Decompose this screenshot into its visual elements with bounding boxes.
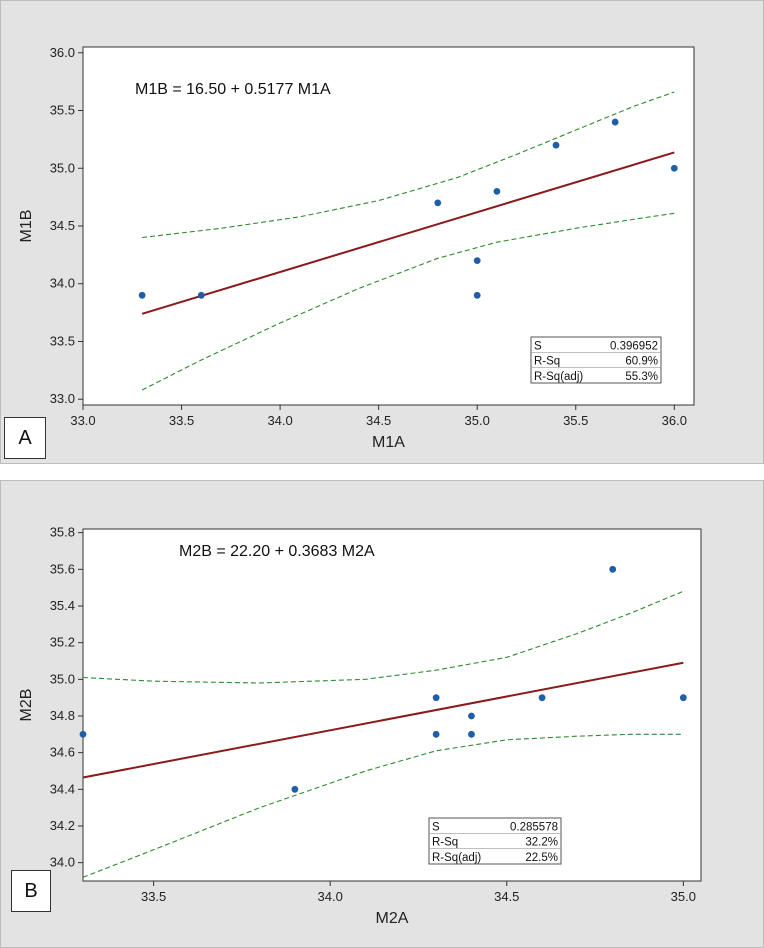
y-tick-label: 34.6 <box>50 745 75 760</box>
stats-label: R-Sq <box>534 356 560 368</box>
data-point <box>432 730 440 738</box>
fit-line <box>82 661 684 779</box>
data-point <box>434 199 442 207</box>
data-point <box>197 291 205 299</box>
chart-panel-b: 33.5 34.0 34.5 35.0 34.0 34.2 34.4 34.6 34.8 35.0… <box>0 480 764 948</box>
stats-value: 60.9% <box>625 356 658 368</box>
stats-box <box>428 817 562 865</box>
data-point <box>468 730 475 738</box>
data-point <box>679 694 687 702</box>
x-tick-label: 36.0 <box>662 413 687 428</box>
ci-lower-line <box>141 212 675 391</box>
x-tick-label: 33.0 <box>70 413 95 428</box>
y-tick-label: 34.4 <box>50 781 75 796</box>
y-tick-label: 34.8 <box>50 708 75 723</box>
y-tick-label: 35.2 <box>50 635 75 650</box>
data-point <box>432 694 440 702</box>
x-tick-label: 33.5 <box>141 889 166 904</box>
stats-value: 22.5% <box>525 852 558 864</box>
y-tick-label: 33.0 <box>50 391 75 406</box>
y-tick-label: 35.0 <box>50 671 75 686</box>
data-point <box>609 565 617 573</box>
stats-label: S <box>534 340 542 352</box>
x-tick-label: 35.0 <box>465 413 490 428</box>
y-tick-label: 36.0 <box>50 45 75 60</box>
data-point <box>79 730 87 738</box>
x-axis-label: M2A <box>376 910 409 927</box>
x-tick-label: 35.0 <box>671 889 696 904</box>
stats-label: R-Sq(adj) <box>432 852 481 864</box>
regression-equation: M1B = 16.50 + 0.5177 M1A <box>135 81 331 98</box>
data-point <box>552 141 560 149</box>
x-tick-label: 34.5 <box>494 889 519 904</box>
stats-value: 55.3% <box>625 371 658 383</box>
ci-upper-line <box>142 91 675 239</box>
y-tick-label: 34.5 <box>50 218 75 233</box>
x-tick-label: 34.0 <box>267 413 292 428</box>
y-tick-label: 35.8 <box>50 525 75 540</box>
stats-label: R-Sq <box>432 837 458 849</box>
plot-area <box>82 528 702 882</box>
data-point <box>473 291 481 299</box>
data-point <box>138 291 146 299</box>
data-point <box>611 118 619 126</box>
stats-box <box>530 336 662 384</box>
data-point <box>538 694 546 702</box>
y-axis-label: M2B <box>18 689 35 722</box>
y-tick-label: 33.5 <box>50 333 75 348</box>
fit-line <box>141 151 675 315</box>
stats-label: S <box>432 821 440 833</box>
y-tick-label: 34.0 <box>50 855 75 870</box>
ci-lower-line <box>82 733 684 878</box>
y-tick-label: 35.6 <box>50 561 75 576</box>
stats-value: 32.2% <box>525 837 558 849</box>
chart-a-svg: 33.0 33.5 34.0 34.5 35.0 35.5 36.0 33.0 33.5 34.0… <box>18 45 695 451</box>
x-tick-label: 35.5 <box>563 413 588 428</box>
x-tick-label: 34.0 <box>318 889 343 904</box>
stats-value: 0.285578 <box>510 821 558 833</box>
data-point <box>670 164 678 172</box>
y-tick-label: 35.4 <box>50 598 75 613</box>
x-tick-label: 33.5 <box>169 413 194 428</box>
y-tick-label: 35.5 <box>50 103 75 118</box>
regression-equation: M2B = 22.20 + 0.3683 M2A <box>179 543 375 560</box>
ci-upper-line <box>82 590 684 684</box>
data-point <box>468 712 475 720</box>
stats-value: 0.396952 <box>610 340 658 352</box>
y-tick-label: 34.2 <box>50 818 75 833</box>
chart-b-svg: 33.5 34.0 34.5 35.0 34.0 34.2 34.4 34.6 34.8 35.0… <box>18 525 702 927</box>
x-tick-label: 34.5 <box>366 413 391 428</box>
y-tick-label: 35.0 <box>50 160 75 175</box>
y-tick-label: 34.0 <box>50 276 75 291</box>
x-axis-label: M1A <box>372 434 405 451</box>
y-axis-label: M1B <box>18 210 35 243</box>
panel-label-b: B <box>11 870 51 912</box>
data-point <box>291 785 299 793</box>
data-point <box>493 187 501 195</box>
panel-label-a: A <box>4 417 46 459</box>
chart-panel-a: 33.0 33.5 34.0 34.5 35.0 35.5 36.0 33.0 33.5 34.0… <box>0 0 764 464</box>
stats-label: R-Sq(adj) <box>534 371 583 383</box>
data-point <box>473 257 481 265</box>
